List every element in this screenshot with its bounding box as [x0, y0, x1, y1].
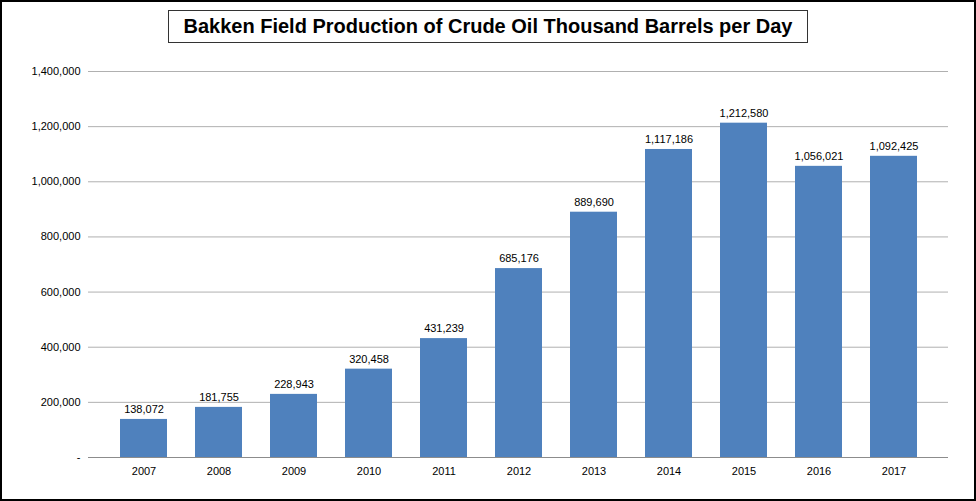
svg-text:1,000,000: 1,000,000: [32, 175, 81, 187]
svg-text:1,400,000: 1,400,000: [32, 65, 81, 77]
svg-text:181,755: 181,755: [199, 391, 239, 403]
svg-text:1,092,425: 1,092,425: [870, 140, 919, 152]
svg-text:400,000: 400,000: [41, 341, 81, 353]
svg-text:2015: 2015: [732, 465, 756, 477]
svg-text:2007: 2007: [132, 465, 156, 477]
svg-text:2008: 2008: [207, 465, 231, 477]
svg-text:228,943: 228,943: [274, 378, 314, 390]
svg-text:2012: 2012: [507, 465, 531, 477]
svg-text:2011: 2011: [432, 465, 456, 477]
svg-text:431,239: 431,239: [424, 322, 464, 334]
svg-text:2017: 2017: [882, 465, 906, 477]
svg-text:-: -: [77, 451, 81, 463]
svg-text:1,212,580: 1,212,580: [720, 107, 769, 119]
svg-text:2013: 2013: [582, 465, 606, 477]
svg-text:320,458: 320,458: [349, 353, 389, 365]
svg-text:2010: 2010: [357, 465, 381, 477]
svg-text:2014: 2014: [657, 465, 681, 477]
svg-text:889,690: 889,690: [574, 196, 614, 208]
svg-text:2009: 2009: [282, 465, 306, 477]
html-text:Bakken Field Production of Cru: Bakken Field Production of Crude Oil Tho…: [183, 15, 793, 37]
svg-text:200,000: 200,000: [41, 396, 81, 408]
svg-text:1,117,186: 1,117,186: [645, 133, 693, 145]
svg-text:138,072: 138,072: [124, 403, 164, 415]
svg-text:2016: 2016: [807, 465, 831, 477]
svg-text:800,000: 800,000: [41, 230, 81, 242]
svg-text:1,200,000: 1,200,000: [32, 120, 81, 132]
svg-text:685,176: 685,176: [499, 252, 539, 264]
svg-text:600,000: 600,000: [41, 286, 81, 298]
svg-text:1,056,021: 1,056,021: [795, 150, 844, 162]
